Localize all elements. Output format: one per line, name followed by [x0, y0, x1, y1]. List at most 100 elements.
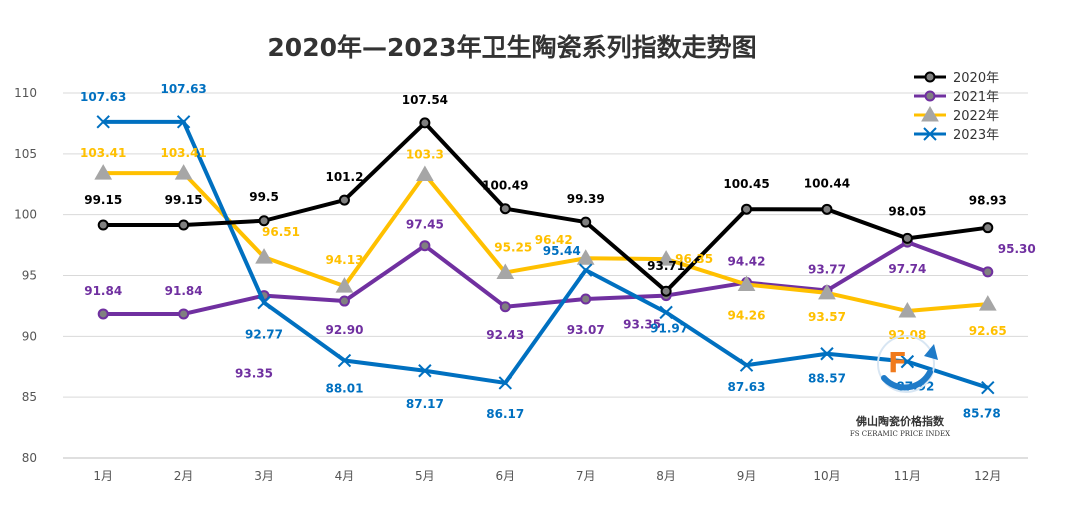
- data-label-2021年: 91.84: [165, 284, 203, 298]
- data-label-2020年: 107.54: [402, 93, 448, 107]
- logo-swoosh: [881, 369, 933, 391]
- series-line-2021年: [103, 240, 989, 316]
- data-label-2023年: 85.78: [963, 407, 1001, 421]
- data-label-2021年: 97.45: [406, 218, 444, 232]
- legend-label: 2020年: [953, 71, 999, 86]
- data-label-2023年: 88.01: [325, 382, 363, 396]
- x-tick-label: 12月: [974, 469, 1001, 483]
- data-label-2023年: 91.97: [650, 321, 688, 335]
- legend-marker: [924, 71, 936, 83]
- y-tick-label: 85: [22, 390, 37, 404]
- data-label-2023年: 107.63: [160, 82, 206, 96]
- data-point-2023年: [739, 358, 754, 372]
- data-label-2023年: 107.63: [80, 90, 126, 104]
- data-point-2021年: [982, 266, 994, 278]
- axes: 80 85 90 95 100 105 110 1月 2月 3月 4月 5月 6月 7月 8月 9月 10月 11…: [14, 86, 1028, 483]
- y-tick-label: 90: [22, 329, 37, 343]
- series-line-2020年: [103, 120, 989, 294]
- data-label-2022年: 96.42: [535, 233, 573, 247]
- data-label-2022年: 96.51: [262, 225, 300, 239]
- data-point-2023年: [981, 380, 995, 395]
- data-point-2022年: [174, 164, 193, 180]
- data-label-2020年: 98.05: [888, 204, 926, 218]
- data-label-2022年: 93.57: [808, 310, 846, 324]
- data-label-2020年: 98.93: [969, 194, 1007, 208]
- data-labels: 99.15 99.15 99.5 101.2 107.54 100.49 99.39 93.7…: [80, 82, 1036, 421]
- data-point-2020年: [901, 232, 913, 244]
- legend-label: 2022年: [953, 109, 999, 124]
- data-point-2022年: [576, 249, 595, 265]
- data-label-2023年: 87.63: [728, 380, 766, 394]
- x-tick-label: 9月: [737, 469, 757, 483]
- data-point-2020年: [338, 194, 350, 206]
- data-point-2020年: [419, 117, 431, 129]
- logo: F 佛山陶瓷价格指数 FS CERAMIC PRICE INDEX: [850, 335, 950, 438]
- data-label-2021年: 91.84: [84, 284, 122, 298]
- data-point-2023年: [900, 354, 915, 369]
- data-point-2022年: [898, 302, 917, 318]
- data-label-2021年: 92.43: [486, 328, 524, 342]
- x-tick-label: 3月: [254, 469, 274, 483]
- data-point-2022年: [416, 165, 434, 182]
- data-label-2021年: 97.74: [888, 262, 926, 276]
- legend-marker: [924, 90, 936, 102]
- data-point-2021年: [419, 240, 431, 252]
- data-label-2021年: 93.35: [623, 318, 661, 332]
- data-point-2023年: [498, 376, 512, 390]
- data-point-2022年: [657, 250, 675, 266]
- data-label-2021年: 93.07: [567, 323, 605, 337]
- y-tick-label: 95: [22, 269, 37, 283]
- data-label-2021年: 92.90: [325, 323, 363, 337]
- data-point-2022年: [818, 283, 836, 300]
- data-label-2020年: 99.39: [567, 192, 605, 206]
- data-point-2020年: [580, 216, 592, 228]
- data-label-2022年: 96.35: [675, 252, 713, 266]
- legend-label: 2021年: [953, 90, 999, 105]
- logo-ring: [877, 335, 935, 393]
- data-label-2022年: 103.3: [406, 148, 444, 162]
- data-point-2022年: [978, 295, 997, 311]
- y-tick-label: 80: [22, 451, 37, 465]
- data-point-2021年: [580, 293, 592, 305]
- x-tick-label: 6月: [495, 469, 515, 483]
- data-point-2023年: [659, 305, 673, 320]
- y-tick-label: 100: [14, 208, 37, 222]
- data-label-2020年: 100.44: [804, 176, 850, 190]
- data-label-2023年: 95.44: [543, 244, 581, 258]
- data-point-2023年: [820, 347, 834, 361]
- x-tick-label: 8月: [656, 469, 676, 483]
- series-group: [94, 115, 997, 395]
- data-point-2022年: [335, 277, 354, 293]
- legend-label: 2023年: [953, 128, 999, 143]
- data-point-2020年: [97, 219, 109, 231]
- series-line-2023年: [103, 119, 989, 390]
- data-label-2020年: 100.49: [482, 179, 528, 193]
- logo-letter: F: [888, 346, 907, 379]
- data-point-2020年: [258, 215, 270, 227]
- data-label-2021年: 93.77: [808, 262, 846, 276]
- data-point-2023年: [96, 115, 110, 129]
- data-label-2021年: 93.35: [235, 367, 273, 381]
- x-tick-label: 7月: [576, 469, 596, 483]
- y-tick-label: 110: [14, 86, 37, 100]
- legend: 2020年 2021年 2022年 2023年: [914, 71, 999, 143]
- data-label-2020年: 100.45: [723, 177, 769, 191]
- y-tick-label: 105: [14, 147, 37, 161]
- data-point-2022年: [737, 275, 756, 292]
- x-tick-label: 4月: [335, 469, 355, 483]
- data-label-2023年: 86.17: [486, 407, 524, 421]
- data-point-2023年: [418, 364, 432, 378]
- data-label-2022年: 92.65: [969, 324, 1007, 338]
- data-label-2022年: 103.41: [160, 146, 206, 160]
- logo-name: 佛山陶瓷价格指数: [855, 414, 945, 428]
- legend-marker: [923, 127, 937, 141]
- data-point-2022年: [496, 263, 515, 279]
- data-point-2023年: [257, 295, 271, 310]
- x-tick-label: 11月: [894, 469, 921, 483]
- x-tick-label: 2月: [174, 469, 194, 483]
- logo-subtitle: FS CERAMIC PRICE INDEX: [850, 430, 950, 438]
- data-label-2022年: 94.26: [728, 309, 766, 323]
- data-label-2023年: 88.57: [808, 372, 846, 386]
